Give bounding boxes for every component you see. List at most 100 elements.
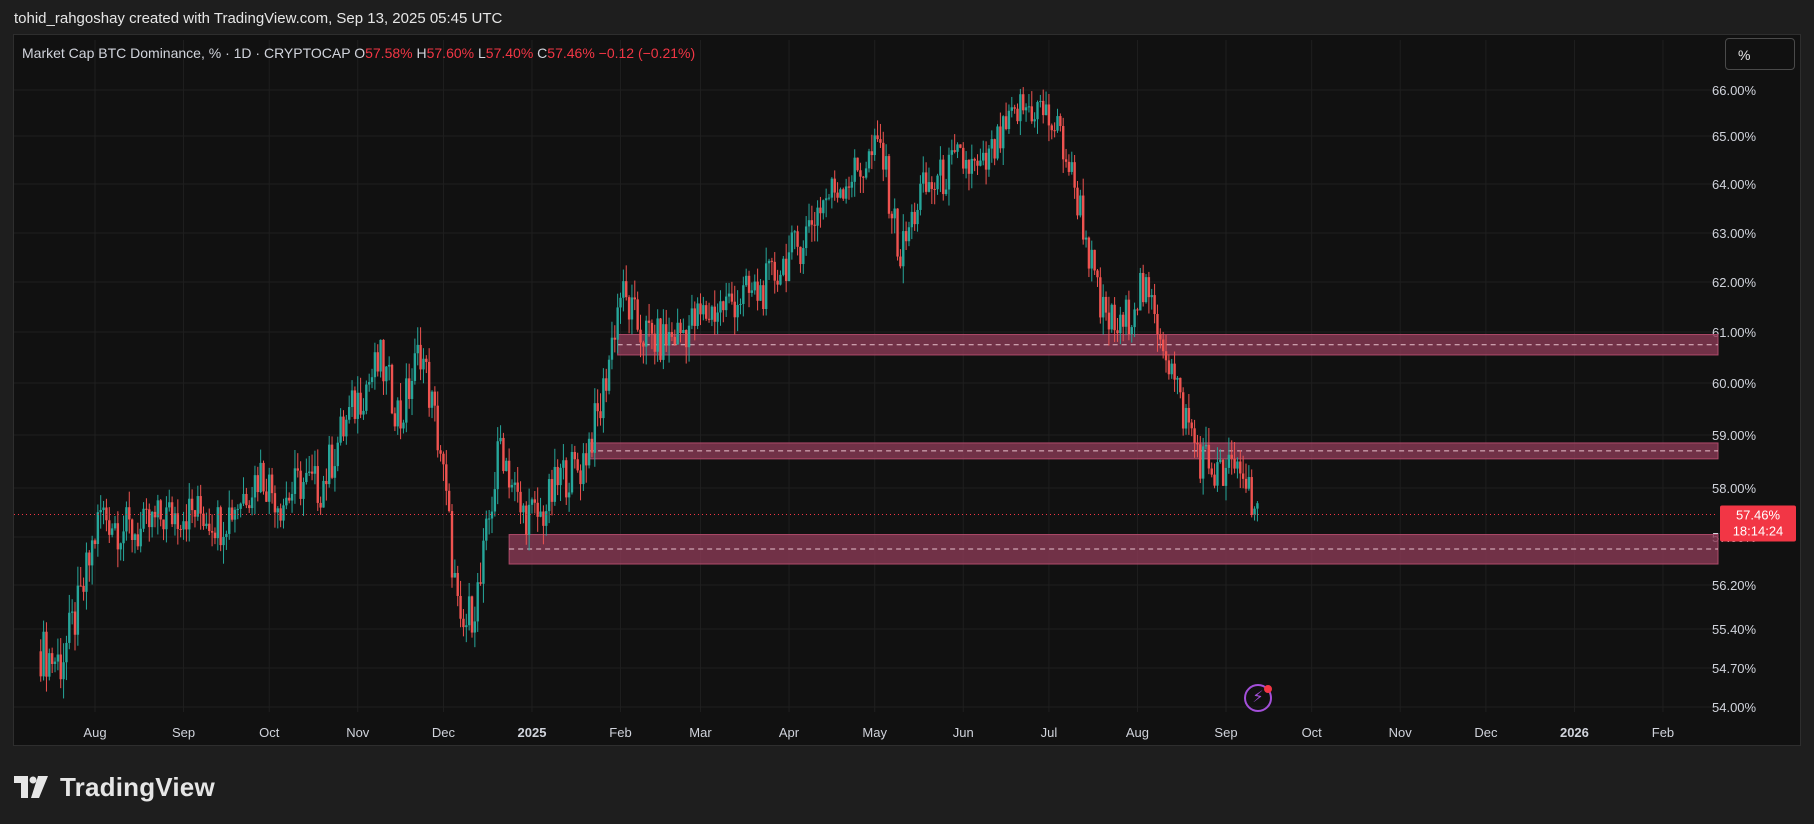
candle-body [210, 531, 214, 533]
candle-body [753, 281, 756, 291]
lightning-icon[interactable]: ⚡ [1244, 684, 1272, 712]
x-tick-label: Oct [1302, 725, 1323, 740]
candle-body [1121, 314, 1125, 327]
candle-body [188, 498, 191, 530]
x-tick-label: Jul [1041, 725, 1058, 740]
candle-body [65, 642, 68, 663]
candle-body [602, 378, 605, 419]
candle-body [456, 572, 459, 596]
price-zone[interactable] [588, 442, 1719, 460]
candle-body [813, 224, 816, 226]
candle-body [56, 654, 60, 662]
candle-body [336, 442, 339, 467]
candle-body [739, 303, 742, 305]
candle-body [1156, 314, 1159, 335]
candle-body [556, 466, 559, 486]
candle-body [496, 441, 499, 490]
candle-body [327, 444, 331, 485]
candle-body [1050, 125, 1053, 131]
candle-body [125, 507, 128, 532]
candle-body [856, 157, 859, 171]
candle-body [39, 651, 42, 677]
candle-body [1030, 106, 1033, 122]
candle-body [944, 189, 948, 195]
candle-body [270, 474, 274, 494]
candle-body [767, 260, 771, 264]
candle-body [970, 158, 974, 174]
candle-body [653, 333, 656, 352]
candle-body [239, 503, 242, 509]
candle-body [236, 508, 240, 510]
candle-body [122, 531, 125, 544]
candle-body [545, 511, 548, 526]
candle-body [616, 307, 619, 340]
candle-body [116, 523, 120, 550]
candle-body [170, 502, 174, 525]
candle-body [128, 507, 131, 520]
candle-body [827, 197, 831, 199]
candle-body [1101, 296, 1105, 318]
chart-panel[interactable] [13, 34, 1801, 746]
symbol-description[interactable]: Market Cap BTC Dominance, % · 1D · CRYPT… [22, 45, 351, 61]
candle-body [1044, 104, 1048, 116]
candle-body [844, 186, 848, 199]
candle-body [736, 304, 739, 318]
candle-body [673, 336, 676, 345]
candle-body [1013, 107, 1016, 109]
candle-body [962, 147, 965, 169]
percent-scale-button[interactable]: % [1725, 38, 1795, 70]
candle-body [1201, 446, 1205, 479]
candle-body [442, 453, 445, 465]
candle-body [542, 511, 545, 526]
candle-body [150, 511, 154, 528]
candle-body [1067, 161, 1071, 172]
candle-body [216, 507, 220, 539]
candle-body [110, 528, 114, 535]
candle-body [450, 511, 454, 578]
candle-body [733, 301, 736, 318]
candle-body [385, 366, 388, 382]
candle-body [613, 337, 617, 340]
candle-body [822, 200, 825, 214]
candle-body [704, 305, 708, 319]
candle-body [379, 339, 382, 372]
candle-body [136, 534, 140, 547]
candle-body [687, 325, 691, 348]
candle-body [507, 460, 511, 488]
candle-body [262, 462, 265, 492]
candle-body [802, 248, 805, 265]
x-tick-label: Aug [83, 725, 106, 740]
candle-body [356, 392, 359, 419]
candle-body [1199, 444, 1202, 479]
candle-body [499, 437, 502, 442]
candle-body [330, 444, 334, 478]
candle-body [88, 552, 91, 566]
candle-body [253, 475, 257, 498]
y-tick-label: 58.00% [1712, 481, 1757, 496]
candle-body [625, 281, 628, 298]
candle-body [282, 505, 285, 521]
candle-body [887, 156, 891, 214]
candle-body [1136, 309, 1139, 311]
candle-body [1090, 249, 1093, 269]
candle-body [533, 499, 537, 503]
candle-body [427, 361, 431, 408]
notification-dot [1264, 685, 1272, 693]
candle-body [73, 611, 77, 635]
candle-body [279, 508, 282, 521]
candle-body [370, 377, 374, 383]
candle-body [656, 318, 659, 352]
candle-body [516, 482, 519, 492]
candle-body [93, 540, 97, 545]
low-value: 57.40% [485, 45, 534, 61]
candle-body [924, 172, 928, 192]
candle-body [713, 306, 716, 322]
candle-body [182, 521, 185, 530]
candle-body [907, 227, 911, 242]
candle-body [842, 189, 845, 199]
candle-body [596, 403, 599, 412]
candle-body [407, 378, 411, 399]
candle-body [362, 410, 365, 415]
candle-body [1224, 467, 1228, 486]
